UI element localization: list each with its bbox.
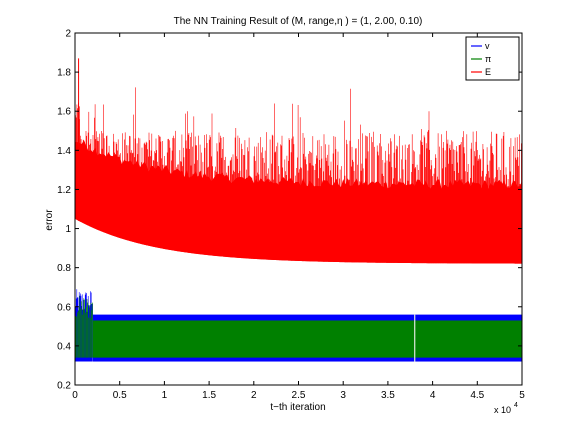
- y-tick-label: 1.4: [57, 146, 71, 157]
- y-axis-label: error: [44, 209, 55, 231]
- y-tick-label: 1: [65, 224, 71, 235]
- legend-label-v: v: [485, 41, 490, 51]
- x-tick-label: 1: [162, 390, 168, 401]
- x-tick-label: 3.5: [381, 390, 395, 401]
- x-tick-label: 1.5: [202, 390, 216, 401]
- legend-label-E: E: [485, 67, 491, 77]
- x-tick-label: 5: [519, 390, 525, 401]
- x-tick-label: 3: [340, 390, 346, 401]
- y-tick-label: 1.2: [57, 185, 71, 196]
- legend: v π E: [465, 36, 520, 81]
- y-tick-label: 0.4: [57, 341, 71, 352]
- x-tick-label: 0.5: [113, 390, 127, 401]
- x-multiplier-label: x 10: [494, 405, 511, 415]
- x-tick-label: 0: [72, 390, 78, 401]
- chart-title: The NN Training Result of (M, range,η ) …: [174, 16, 423, 27]
- series-E: [75, 58, 522, 264]
- ticks-layer: 0 0.5 1 1.5 2 2.5 3 3.5 4 4.5 5 0.2 0.4 0.6 0.8 1 1.2 1.4…: [57, 29, 525, 402]
- x-tick-label: 4.5: [470, 390, 484, 401]
- series-pi: [74, 295, 522, 362]
- series-pi-band: [92, 320, 522, 358]
- y-tick-label: 0.8: [57, 263, 71, 274]
- y-tick-label: 1.8: [57, 68, 71, 79]
- y-tick-label: 0.6: [57, 302, 71, 313]
- x-tick-label: 4: [430, 390, 436, 401]
- y-tick-label: 0.2: [57, 381, 71, 392]
- y-tick-label: 2: [65, 29, 71, 40]
- x-tick-label: 2.5: [292, 390, 306, 401]
- series-layer: [74, 58, 522, 362]
- x-axis-label: t−th iteration: [270, 402, 325, 413]
- x-multiplier-exponent: 4: [514, 402, 518, 409]
- legend-label-pi: π: [485, 54, 491, 64]
- y-tick-label: 1.6: [57, 107, 71, 118]
- x-tick-label: 2: [251, 390, 257, 401]
